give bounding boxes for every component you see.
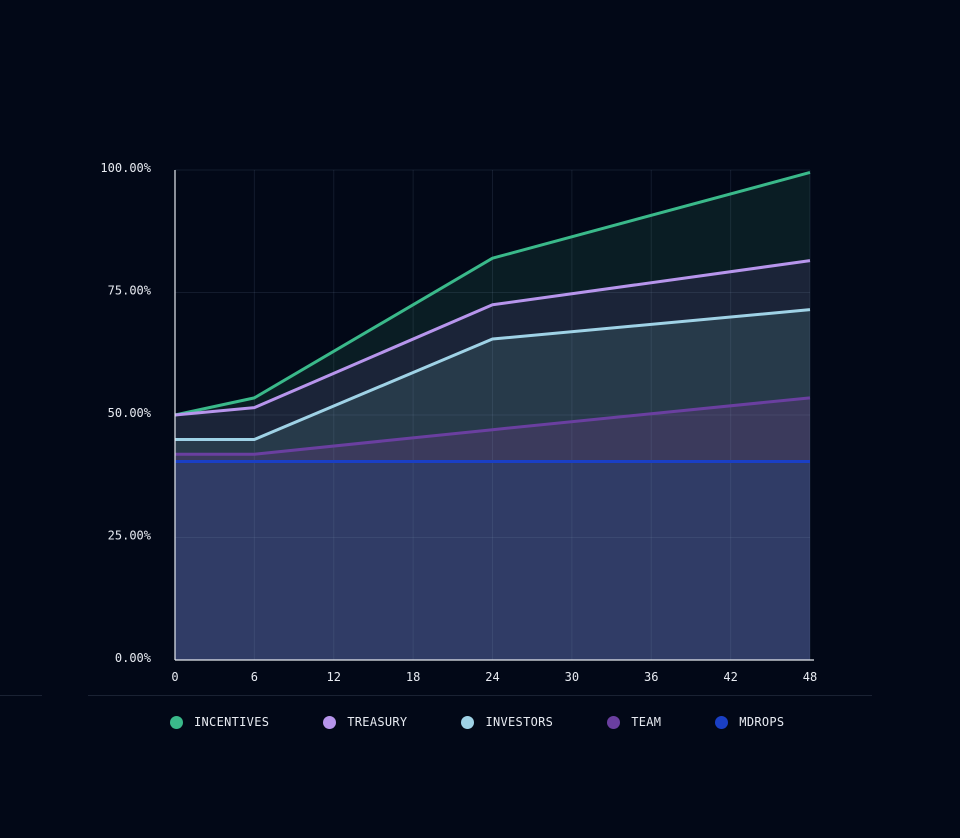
y-tick-label: 100.00% (100, 161, 151, 175)
x-tick-label: 48 (803, 670, 817, 684)
legend-swatch (715, 715, 729, 729)
area-mdrops (175, 461, 810, 660)
y-axis-tick-labels: 0.00% 25.00% 50.00% 75.00% 100.00% (100, 161, 151, 665)
x-tick-label: 24 (485, 670, 499, 684)
x-tick-label: 6 (251, 670, 258, 684)
x-axis-tick-labels: 0 6 12 18 24 30 36 42 48 (171, 670, 817, 684)
divider-main (88, 695, 872, 696)
x-tick-label: 0 (171, 670, 178, 684)
legend-item-investors: INVESTORS (461, 715, 553, 729)
y-tick-label: 50.00% (108, 406, 152, 420)
y-tick-label: 0.00% (115, 651, 152, 665)
x-tick-label: 18 (406, 670, 420, 684)
legend-swatch (461, 715, 475, 729)
legend-label: INVESTORS (485, 715, 554, 729)
axes (174, 170, 814, 661)
legend-label: TEAM (631, 715, 662, 729)
legend-item-mdrops: MDROPS (715, 715, 784, 729)
y-tick-label: 75.00% (108, 284, 152, 298)
legend: INCENTIVES TREASURY INVESTORS TEAM MDROPS (170, 715, 838, 729)
line-incentives (174, 171, 811, 417)
y-tick-label: 25.00% (108, 529, 152, 543)
legend-item-treasury: TREASURY (323, 715, 407, 729)
legend-item-team: TEAM (607, 715, 661, 729)
legend-swatch (323, 715, 337, 729)
legend-swatch (607, 715, 621, 729)
x-tick-label: 42 (723, 670, 737, 684)
line-treasury (174, 259, 811, 417)
area-fills (175, 172, 810, 660)
line-team (175, 396, 811, 456)
divider-left (0, 695, 42, 696)
line-investors (175, 308, 811, 441)
x-tick-label: 30 (565, 670, 579, 684)
legend-item-incentives: INCENTIVES (170, 715, 269, 729)
legend-label: INCENTIVES (194, 715, 270, 729)
legend-label: TREASURY (347, 715, 408, 729)
x-tick-label: 12 (327, 670, 341, 684)
x-tick-label: 36 (644, 670, 658, 684)
legend-swatch (170, 715, 183, 729)
legend-label: MDROPS (739, 715, 785, 729)
series-lines (174, 171, 811, 464)
